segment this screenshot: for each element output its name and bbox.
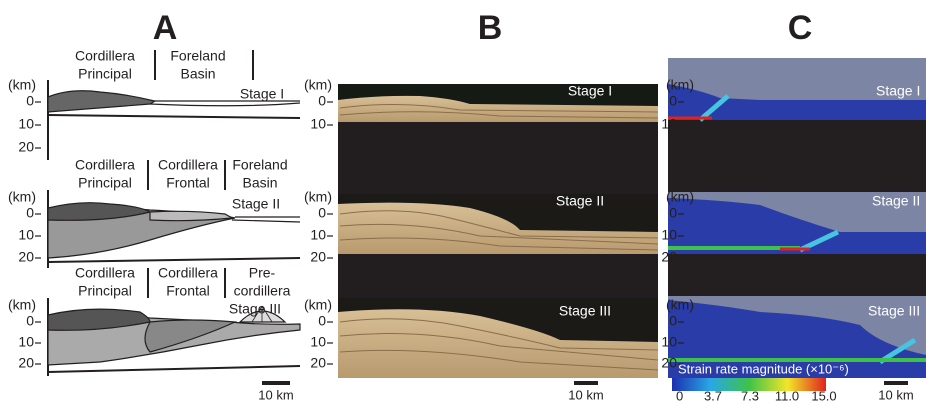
axis-tick-label: 10 [661,116,677,132]
axis-tick-label: 0 [318,93,326,109]
region-label: Basin [242,175,277,191]
axis-tick-label: 10 [310,227,326,243]
axis-tick-label: 10 [661,227,677,243]
region-label: Cordillera [158,157,218,173]
scale-label: 10 km [568,387,603,402]
axis-tick-label: 0 [26,93,34,109]
axis-tick-label: 20 [18,139,34,155]
region-label: Pre- [249,265,276,281]
axis-tick-label: 20 [18,355,34,371]
region-label: Basin [180,66,215,82]
region-label: Cordillera [158,265,218,281]
axis-unit: (km) [304,297,332,313]
axis-tick-label: 20 [661,355,677,371]
region-label: Principal [78,283,132,299]
colorbar-tick-label: 15.0 [811,388,836,403]
stage-label: Stage I [568,83,612,99]
axis-tick-label: 10 [310,334,326,350]
panel-c-model [668,58,926,391]
panel-a-sections [47,50,301,376]
axis-tick-label: 0 [26,205,34,221]
region-label: Frontal [166,175,210,191]
panel-b-photos [338,84,659,378]
region-label: Cordillera [75,48,135,64]
stage-label: Stage II [232,196,280,212]
axis-unit: (km) [304,77,332,93]
colorbar-title: Strain rate magnitude (×10⁻⁶) [678,361,849,376]
axis-unit: (km) [8,297,36,313]
axis-tick-label: 0 [318,205,326,221]
axis-tick-label: 20 [661,249,677,265]
region-label: Principal [78,175,132,191]
axis-tick-label: 10 [18,334,34,350]
axis-unit: (km) [8,77,36,93]
panel-letter: C [788,9,813,47]
region-label: Cordillera [75,265,135,281]
region-label: Principal [78,66,132,82]
region-label: cordillera [234,283,291,299]
stage-label: Stage I [240,86,284,102]
region-label: Frontal [166,283,210,299]
stage-label: Stage III [229,301,281,317]
axis-unit: (km) [304,189,332,205]
region-label: Cordillera [75,157,135,173]
axis-tick-label: 10 [18,116,34,132]
colorbar-tick-label: 3.7 [704,388,722,403]
axis-tick-label: 0 [669,93,677,109]
stage-label: Stage I [876,83,920,99]
axis-tick-label: 20 [310,355,326,371]
axis-unit: (km) [666,189,694,205]
panel-letter: B [478,9,503,47]
axis-tick-label: 0 [26,313,34,329]
axis-tick-label: 10 [310,116,326,132]
axis-tick-label: 20 [18,249,34,265]
stage-label: Stage II [556,193,604,209]
scale-label: 10 km [878,387,913,402]
axis-unit: (km) [666,77,694,93]
stage-label: Stage III [868,303,920,319]
colorbar-tick-label: 0 [676,388,683,403]
region-label: Foreland [170,48,225,64]
colorbar-tick-label: 7.3 [741,388,759,403]
axis-tick-label: 0 [318,313,326,329]
colorbar-tick-label: 11.0 [775,388,799,403]
axis-tick-label: 0 [669,313,677,329]
axis-tick-label: 10 [18,227,34,243]
axis-tick-label: 10 [661,334,677,350]
axis-tick-label: 20 [310,249,326,265]
region-label: Foreland [232,157,287,173]
stage-label: Stage II [872,193,920,209]
axis-unit: (km) [666,297,694,313]
scale-label: 10 km [258,387,293,402]
panel-letter: A [153,9,178,47]
stage-label: Stage III [559,303,611,319]
axis-tick-label: 0 [669,205,677,221]
axis-unit: (km) [8,189,36,205]
